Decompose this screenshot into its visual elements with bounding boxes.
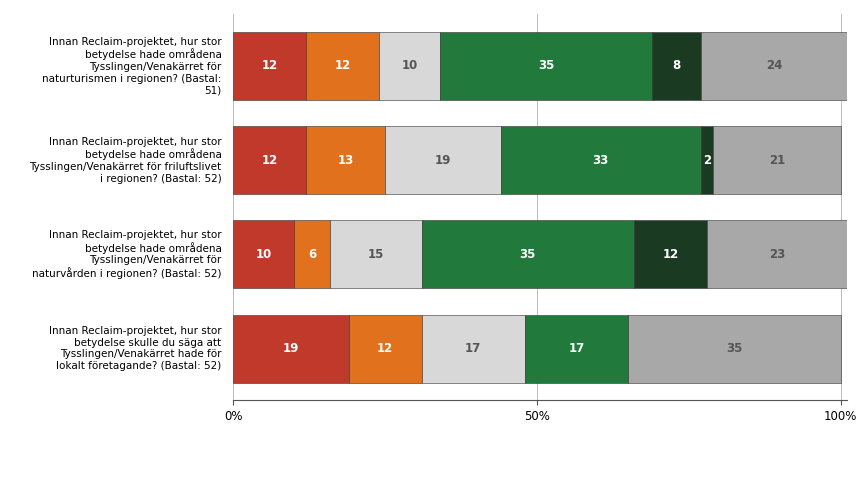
Text: 12: 12 <box>377 342 393 355</box>
Text: 6: 6 <box>308 248 316 261</box>
Bar <box>306 126 385 194</box>
Text: 12: 12 <box>334 59 351 72</box>
Text: 35: 35 <box>726 342 742 355</box>
Bar <box>701 126 713 194</box>
Bar <box>379 32 440 100</box>
Text: 35: 35 <box>519 248 536 261</box>
Bar <box>524 315 628 383</box>
Bar <box>306 32 379 100</box>
Text: 21: 21 <box>769 154 785 167</box>
Bar <box>349 315 422 383</box>
Bar <box>233 32 306 100</box>
Bar <box>500 126 701 194</box>
Text: 2: 2 <box>703 154 711 167</box>
Bar <box>233 220 294 288</box>
Text: 10: 10 <box>401 59 417 72</box>
Bar <box>385 126 500 194</box>
Bar <box>634 220 707 288</box>
Bar <box>294 220 330 288</box>
Text: 12: 12 <box>663 248 679 261</box>
Text: 35: 35 <box>538 59 555 72</box>
Text: 15: 15 <box>368 248 384 261</box>
Bar <box>422 220 634 288</box>
Text: 19: 19 <box>435 154 451 167</box>
Bar <box>422 315 524 383</box>
Text: 8: 8 <box>672 59 681 72</box>
Text: 12: 12 <box>262 59 278 72</box>
Text: 23: 23 <box>769 248 785 261</box>
Text: 17: 17 <box>465 342 481 355</box>
Bar <box>233 315 349 383</box>
Bar <box>330 220 422 288</box>
Bar <box>628 315 841 383</box>
Bar <box>701 32 847 100</box>
Text: 24: 24 <box>766 59 782 72</box>
Bar <box>652 32 701 100</box>
Text: 19: 19 <box>283 342 299 355</box>
Bar <box>440 32 652 100</box>
Bar <box>233 126 306 194</box>
Text: 10: 10 <box>256 248 272 261</box>
Bar <box>713 126 841 194</box>
Text: 33: 33 <box>593 154 609 167</box>
Bar <box>707 220 847 288</box>
Text: 12: 12 <box>262 154 278 167</box>
Text: 13: 13 <box>338 154 353 167</box>
Text: 17: 17 <box>569 342 585 355</box>
